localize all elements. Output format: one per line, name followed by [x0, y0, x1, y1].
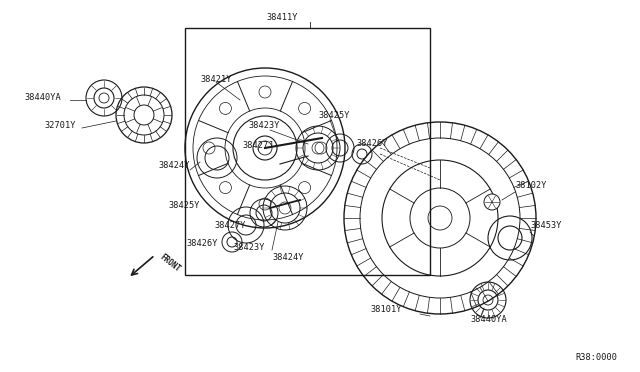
Text: 38427Y: 38427Y	[214, 221, 246, 231]
Text: 38425Y: 38425Y	[318, 110, 349, 119]
Circle shape	[484, 194, 500, 210]
Text: 38424Y: 38424Y	[272, 253, 303, 263]
Text: 38426Y: 38426Y	[186, 238, 218, 247]
Text: 38426Y: 38426Y	[356, 138, 387, 148]
Text: 38453Y: 38453Y	[530, 221, 561, 231]
Bar	[185, 28, 430, 275]
Text: 38440YA: 38440YA	[470, 315, 507, 324]
Text: 38427J: 38427J	[242, 141, 273, 150]
Text: R38:0000: R38:0000	[575, 353, 617, 362]
Text: 38423Y: 38423Y	[248, 121, 280, 129]
Text: 38424Y: 38424Y	[158, 160, 189, 170]
Text: 38102Y: 38102Y	[515, 182, 547, 190]
Text: 38101Y: 38101Y	[371, 305, 402, 314]
Text: 38425Y: 38425Y	[168, 201, 200, 209]
Text: 38421Y: 38421Y	[200, 76, 232, 84]
Text: 32701Y: 32701Y	[44, 122, 76, 131]
Text: 38411Y: 38411Y	[266, 13, 298, 22]
Text: 38440YA: 38440YA	[24, 93, 61, 102]
Text: FRONT: FRONT	[158, 252, 182, 273]
Text: 38423Y: 38423Y	[233, 243, 264, 251]
